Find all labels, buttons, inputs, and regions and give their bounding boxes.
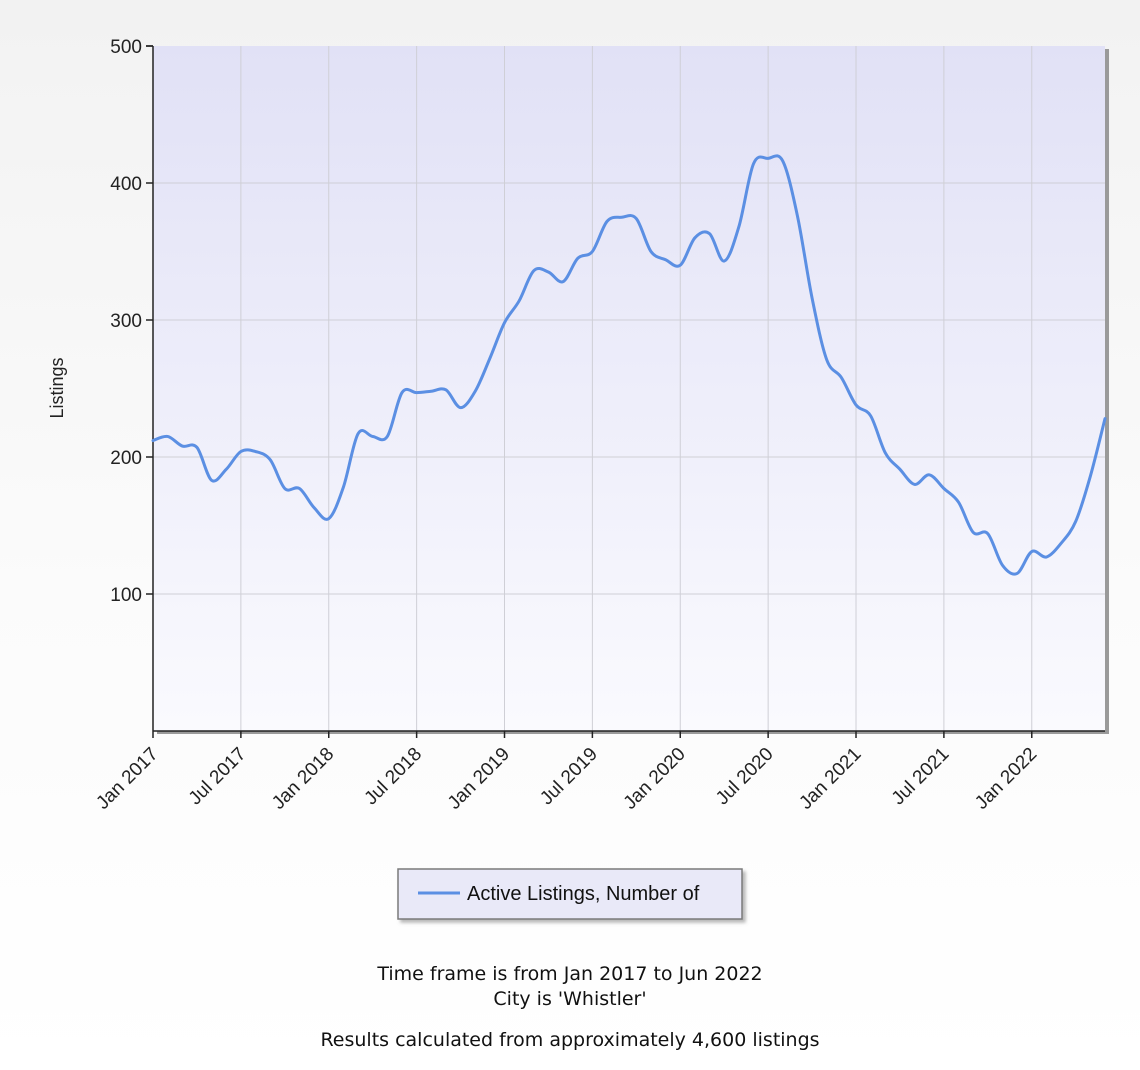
chart: Jan 2017 Jul 2017 Jan 2018 Jul 2018 Jan 2019… [47, 37, 1109, 920]
x-tick-label: Jul 2020 [712, 744, 778, 810]
x-tick-label: Jul 2017 [185, 744, 251, 810]
x-tick-label: Jul 2018 [361, 744, 427, 810]
x-tick-label: Jan 2021 [795, 744, 865, 814]
y-tick-label: 200 [110, 448, 142, 469]
x-tick-label: Jan 2018 [268, 744, 338, 814]
grid-lines [153, 46, 1105, 731]
footer-timeframe: Time frame is from Jan 2017 to Jun 2022 [377, 963, 763, 985]
footer-results: Results calculated from approximately 4,… [320, 1029, 820, 1051]
y-tick-label: 400 [110, 174, 142, 195]
y-axis-title: Listings [47, 357, 67, 418]
legend-label: Active Listings, Number of [467, 883, 700, 905]
y-tick-label: 500 [110, 37, 142, 58]
y-axis: 100 200 300 400 500 [110, 37, 154, 731]
series-line-active-listings [151, 154, 1107, 576]
x-tick-label: Jan 2022 [971, 744, 1041, 814]
x-tick-label: Jan 2020 [620, 744, 690, 814]
x-tick-label: Jan 2017 [92, 744, 162, 814]
x-tick-label: Jul 2021 [888, 744, 954, 810]
legend: Active Listings, Number of [397, 868, 743, 920]
x-axis: Jan 2017 Jul 2017 Jan 2018 Jul 2018 Jan 2019… [92, 730, 1105, 814]
footer: Time frame is from Jan 2017 to Jun 2022 … [0, 962, 1140, 1053]
y-tick-label: 300 [110, 311, 142, 332]
x-tick-label: Jul 2019 [536, 744, 602, 810]
x-tick-label: Jan 2019 [444, 744, 514, 814]
y-tick-label: 100 [110, 585, 142, 606]
plot-area [153, 46, 1105, 731]
footer-city: City is 'Whistler' [493, 988, 647, 1010]
